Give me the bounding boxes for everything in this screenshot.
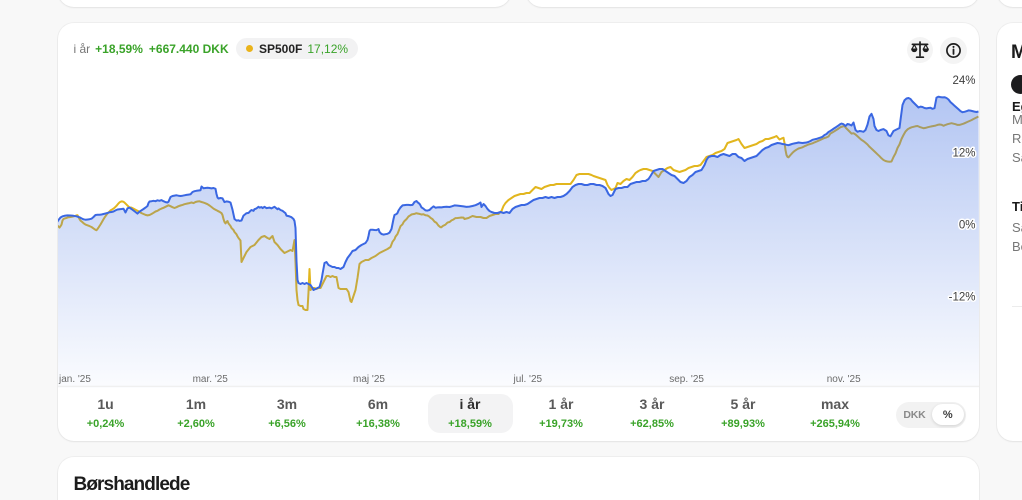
svg-text:24%: 24% (952, 75, 975, 87)
svg-text:12%: 12% (952, 147, 975, 159)
svg-text:0%: 0% (958, 220, 975, 232)
svg-text:jul. '25: jul. '25 (512, 374, 542, 385)
svg-text:jan. '25: jan. '25 (58, 374, 91, 385)
svg-text:mar. '25: mar. '25 (192, 374, 228, 385)
svg-text:maj '25: maj '25 (353, 374, 385, 385)
svg-text:sep. '25: sep. '25 (669, 374, 704, 385)
svg-text:-12%: -12% (948, 292, 975, 304)
svg-text:nov. '25: nov. '25 (826, 374, 860, 385)
